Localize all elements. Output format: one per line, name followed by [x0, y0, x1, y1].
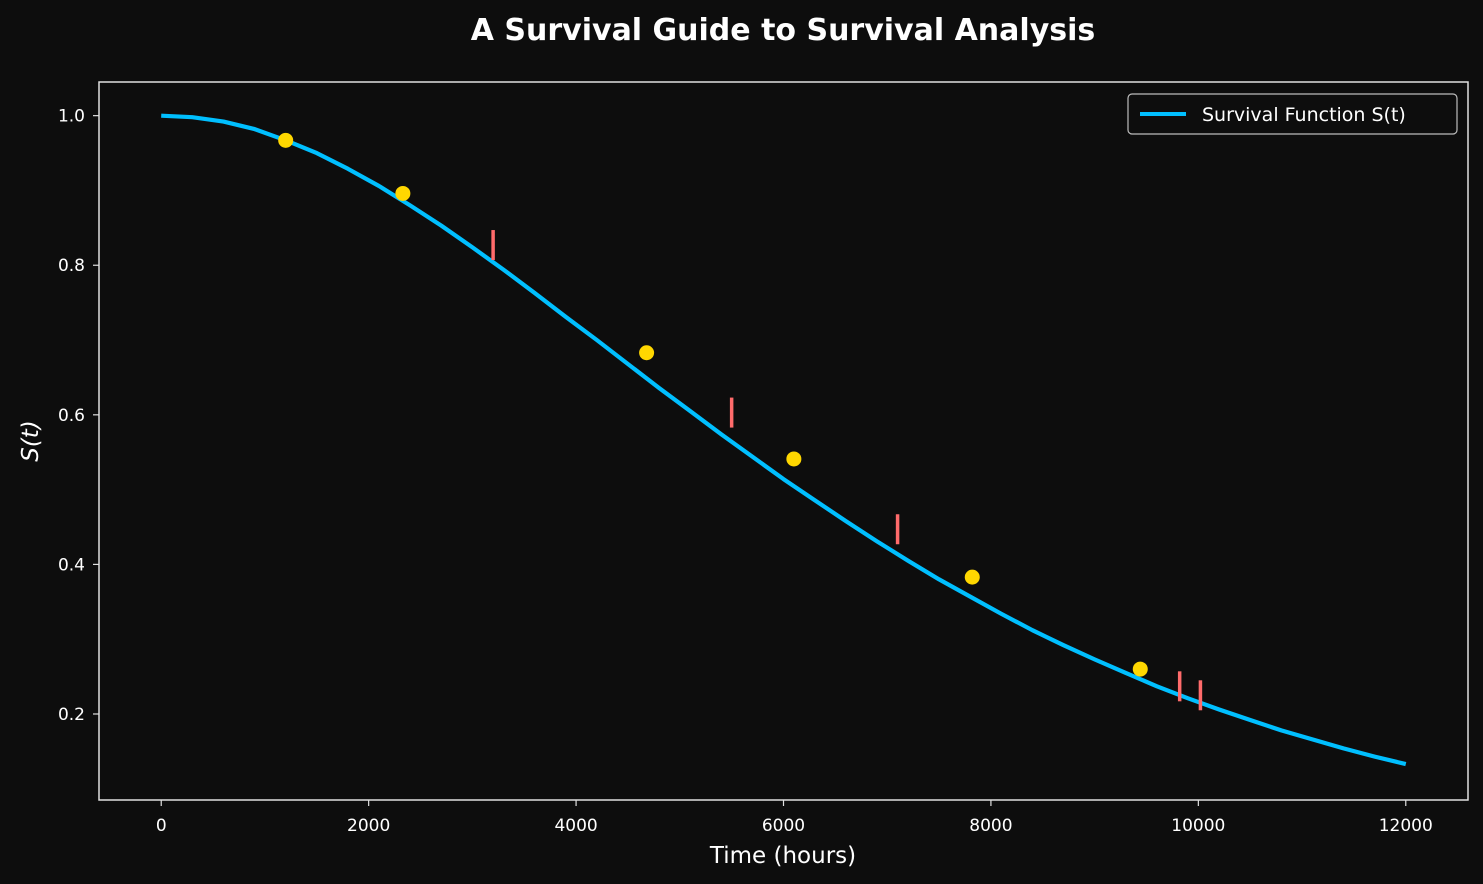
- y-tick-label: 0.2: [58, 705, 85, 725]
- x-tick-label: 2000: [347, 816, 390, 836]
- event-point: [395, 185, 411, 201]
- x-tick-label: 8000: [969, 816, 1012, 836]
- event-point: [639, 345, 655, 361]
- plot-area: [99, 82, 1468, 800]
- x-tick-label: 4000: [554, 816, 597, 836]
- legend-frame: [1127, 93, 1458, 135]
- x-tick-label: 12000: [1379, 816, 1433, 836]
- event-point: [1132, 661, 1148, 677]
- x-tick-label: 0: [156, 816, 167, 836]
- y-tick-label: 0.4: [58, 555, 85, 575]
- x-axis-title: Time (hours): [709, 843, 856, 869]
- x-tick-label: 6000: [762, 816, 805, 836]
- y-tick-label: 1.0: [58, 107, 85, 127]
- legend: Survival Function S(t): [1127, 93, 1458, 135]
- y-tick-label: 0.6: [58, 406, 85, 426]
- survival-curve-line: [161, 113, 1407, 767]
- y-axis-title: S(t): [18, 420, 44, 462]
- y-tick-label: 0.8: [58, 256, 85, 276]
- chart-title: A Survival Guide to Survival Analysis: [471, 13, 1096, 48]
- legend-label-survival: Survival Function S(t): [1202, 104, 1406, 126]
- plot-background: [99, 82, 1468, 800]
- event-point: [964, 569, 980, 585]
- event-point: [278, 132, 294, 148]
- event-point: [786, 451, 802, 467]
- x-tick-label: 10000: [1171, 816, 1225, 836]
